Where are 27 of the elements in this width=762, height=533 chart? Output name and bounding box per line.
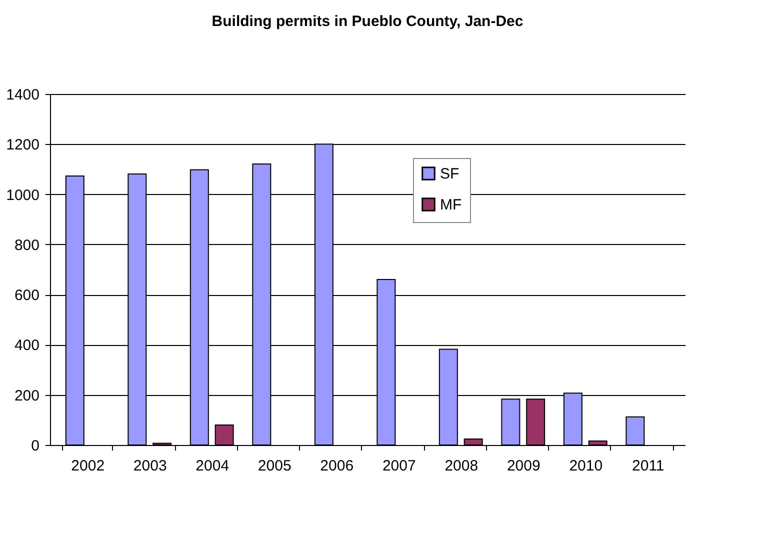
legend-label: SF: [440, 166, 460, 182]
x-tick-label: 2010: [569, 458, 603, 474]
x-tick-label: 2003: [133, 458, 167, 474]
x-tick-label: 2008: [444, 458, 478, 474]
chart-title: Building permits in Pueblo County, Jan-Dec: [212, 13, 524, 30]
bar: [626, 416, 645, 446]
bar: [588, 440, 608, 446]
y-tick-label: 0: [31, 438, 40, 454]
legend-label: MF: [440, 196, 462, 214]
bar: [464, 438, 483, 446]
y-tick-label: 800: [14, 236, 40, 254]
y-tick-label: 1000: [6, 186, 40, 204]
x-tick-label: 2011: [632, 458, 664, 474]
y-tick-label: 600: [14, 287, 40, 304]
x-tick-label: 2004: [196, 458, 230, 474]
bar: [526, 398, 546, 446]
x-tick-label: 2009: [506, 458, 540, 474]
y-tick-label: 1200: [6, 136, 40, 154]
x-tick-label: 2005: [258, 458, 292, 474]
bar: [501, 398, 520, 446]
y-tick-label: 400: [14, 337, 40, 354]
y-tick-label: 1400: [6, 86, 40, 104]
x-tick-label: 2006: [320, 458, 354, 474]
bar: [214, 424, 234, 446]
x-tick-label: 2007: [382, 458, 416, 474]
y-tick-label: 200: [14, 387, 40, 404]
x-tick-label: 2002: [71, 458, 105, 474]
